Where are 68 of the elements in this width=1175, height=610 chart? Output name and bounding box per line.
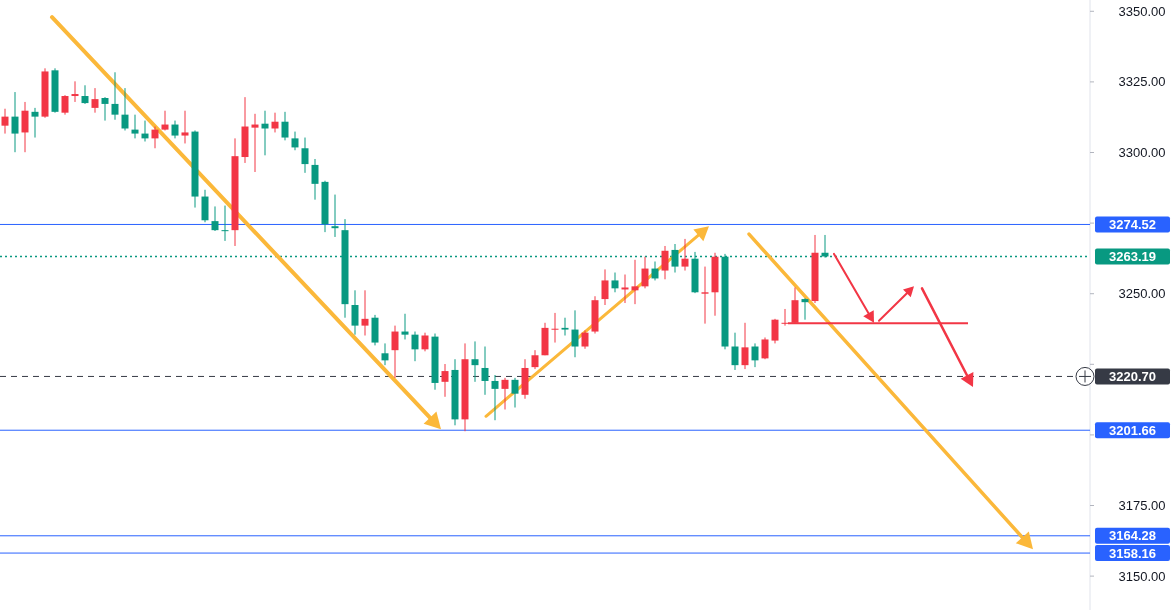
candlestick <box>181 110 189 144</box>
ref-line-label: 3201.66 <box>1109 422 1156 438</box>
y-tick-label: 3325.00 <box>1118 74 1166 90</box>
candlestick <box>501 377 509 410</box>
candlestick <box>291 131 299 151</box>
candlestick <box>661 245 669 280</box>
y-tick-label: 3175.00 <box>1118 498 1166 514</box>
candlestick <box>391 325 399 379</box>
candlestick <box>701 266 709 325</box>
candlestick <box>681 238 689 272</box>
candlestick <box>331 194 339 238</box>
candlestick <box>151 126 159 149</box>
candlestick <box>471 340 479 383</box>
candlestick <box>101 96 109 122</box>
candlestick <box>561 317 569 336</box>
ref-line-label: 3263.19 <box>1109 249 1156 264</box>
candlestick <box>621 274 629 304</box>
ref-line-label: 3158.16 <box>1109 545 1156 561</box>
candlestick <box>91 87 99 114</box>
candlestick <box>211 205 219 232</box>
candlestick <box>201 189 209 223</box>
y-tick-label: 3300.00 <box>1118 145 1166 161</box>
candlestick <box>531 349 539 370</box>
candlestick <box>361 289 369 336</box>
candlestick <box>221 205 229 242</box>
candlestick <box>801 297 809 321</box>
candlestick <box>481 346 489 396</box>
y-tick-label: 3150.00 <box>1118 568 1166 584</box>
candlestick <box>421 332 429 352</box>
candlestick <box>351 289 359 336</box>
candlestick <box>111 71 119 121</box>
candlestick <box>281 111 289 141</box>
candlestick <box>301 137 309 174</box>
candlestick <box>441 363 449 398</box>
y-tick-label: 3250.00 <box>1118 286 1166 302</box>
candlestick <box>21 101 29 153</box>
candlestick <box>491 374 499 421</box>
candlestick <box>571 309 579 358</box>
candlestick <box>411 331 419 362</box>
candlestick <box>11 91 19 153</box>
candlestick <box>631 259 639 305</box>
candlestick <box>1 108 9 135</box>
y-tick-label: 3350.00 <box>1118 3 1166 19</box>
candlestick <box>121 87 129 131</box>
ref-line-label: 3274.52 <box>1109 217 1156 233</box>
candlestick <box>131 114 139 139</box>
candlestick <box>581 329 589 350</box>
candlestick <box>731 332 739 371</box>
candlestick <box>641 256 649 289</box>
candlestick <box>511 377 519 409</box>
candlestick <box>71 80 79 103</box>
candlestick <box>31 107 39 139</box>
candlestick <box>251 113 259 173</box>
candlestick <box>311 158 319 201</box>
candlestick <box>551 312 559 344</box>
candlestick <box>751 342 759 368</box>
candlestick <box>651 261 659 281</box>
candlestick <box>61 94 69 116</box>
ref-line-label: 3164.28 <box>1109 528 1156 544</box>
candlestick <box>381 342 389 366</box>
candlestick <box>611 272 619 293</box>
candlestick <box>601 268 609 306</box>
candlestick <box>761 336 769 360</box>
candlestick <box>771 318 779 344</box>
candlestick <box>401 313 409 340</box>
candlestick <box>741 322 749 370</box>
candlestick <box>81 84 89 105</box>
ref-line-label: 3220.70 <box>1109 369 1156 384</box>
